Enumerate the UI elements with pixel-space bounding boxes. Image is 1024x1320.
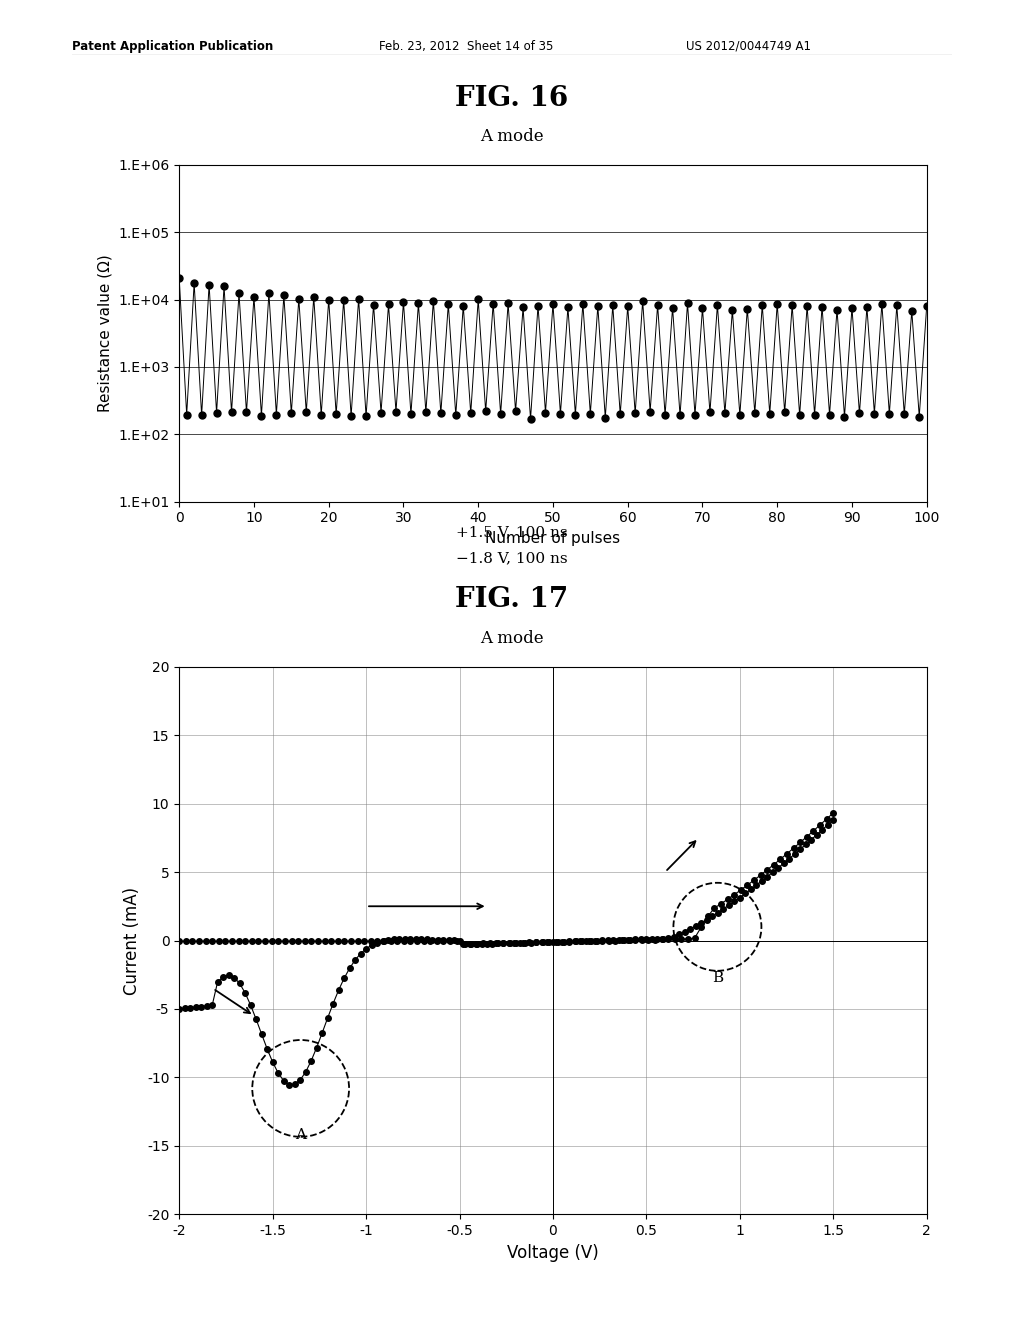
- X-axis label: Number of pulses: Number of pulses: [485, 531, 621, 546]
- Text: A mode: A mode: [480, 630, 544, 647]
- Text: +1.5 V, 100 ns: +1.5 V, 100 ns: [456, 525, 568, 539]
- Y-axis label: Current (mA): Current (mA): [124, 887, 141, 994]
- Text: US 2012/0044749 A1: US 2012/0044749 A1: [686, 40, 811, 53]
- Y-axis label: Resistance value (Ω): Resistance value (Ω): [97, 255, 113, 412]
- Text: −1.8 V, 100 ns: −1.8 V, 100 ns: [456, 552, 568, 565]
- Text: Patent Application Publication: Patent Application Publication: [72, 40, 273, 53]
- Text: FIG. 17: FIG. 17: [456, 586, 568, 614]
- Text: A mode: A mode: [480, 128, 544, 145]
- Text: A: A: [295, 1129, 306, 1142]
- X-axis label: Voltage (V): Voltage (V): [507, 1243, 599, 1262]
- Text: B: B: [712, 970, 723, 985]
- Text: Feb. 23, 2012  Sheet 14 of 35: Feb. 23, 2012 Sheet 14 of 35: [379, 40, 553, 53]
- Text: FIG. 16: FIG. 16: [456, 84, 568, 112]
